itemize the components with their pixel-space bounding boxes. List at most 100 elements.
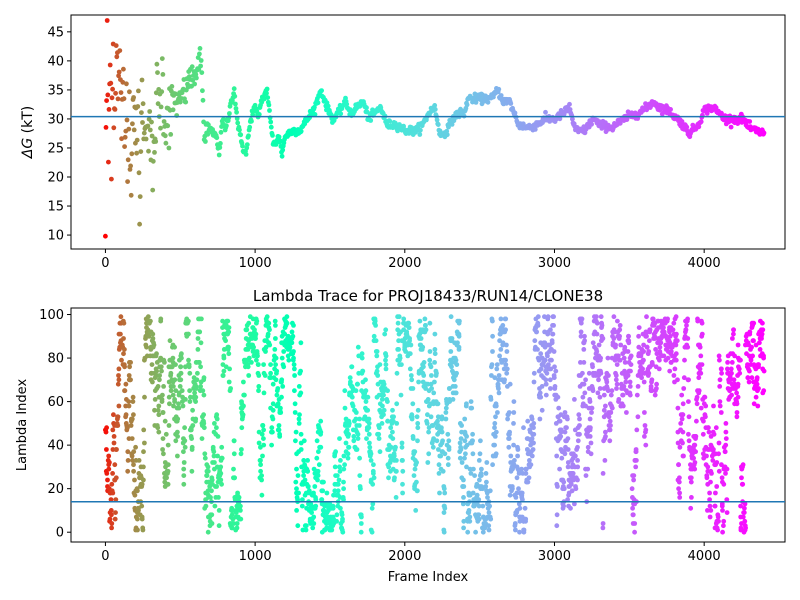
lambda-point bbox=[569, 488, 575, 494]
lambda-point bbox=[696, 375, 702, 381]
dg-point bbox=[197, 46, 203, 51]
y-tick-label: 30 bbox=[47, 112, 64, 127]
lambda-point bbox=[390, 429, 395, 435]
lambda-point bbox=[621, 355, 627, 361]
lambda-point bbox=[680, 440, 685, 446]
lambda-point bbox=[490, 462, 495, 468]
lambda-point bbox=[280, 384, 286, 389]
lambda-point bbox=[741, 510, 747, 515]
lambda-point bbox=[707, 497, 712, 502]
lambda-point bbox=[253, 336, 258, 341]
lambda-point bbox=[115, 423, 121, 428]
lambda-point bbox=[258, 462, 263, 468]
lambda-point bbox=[449, 364, 454, 370]
x-tick-label: 3000 bbox=[538, 549, 571, 564]
lambda-point bbox=[600, 471, 606, 476]
lambda-point bbox=[399, 444, 405, 450]
lambda-point bbox=[355, 431, 361, 437]
lambda-point bbox=[565, 464, 571, 470]
lambda-point bbox=[332, 464, 338, 470]
lambda-point bbox=[414, 414, 420, 420]
lambda-point bbox=[144, 344, 149, 350]
lambda-point bbox=[244, 327, 250, 333]
lambda-point bbox=[395, 320, 401, 326]
lambda-point bbox=[716, 518, 721, 524]
lambda-point bbox=[729, 370, 734, 376]
lambda-point bbox=[173, 438, 179, 444]
dg-point bbox=[121, 66, 126, 72]
lambda-point bbox=[534, 329, 539, 335]
lambda-point bbox=[141, 427, 147, 433]
lambda-point bbox=[175, 434, 181, 439]
lambda-point bbox=[539, 407, 545, 413]
dg-point bbox=[125, 157, 131, 163]
dg-point bbox=[128, 163, 134, 169]
lambda-point bbox=[303, 527, 309, 533]
lambda-point bbox=[622, 360, 628, 365]
lambda-point bbox=[385, 418, 391, 424]
lambda-point bbox=[135, 488, 140, 494]
lambda-point bbox=[386, 475, 391, 481]
lambda-point bbox=[514, 490, 520, 496]
lambda-point bbox=[746, 379, 752, 385]
lambda-point bbox=[373, 338, 379, 344]
lambda-point bbox=[410, 434, 416, 439]
lambda-point bbox=[734, 410, 740, 415]
top-panel: 0 1000 2000 3000 4000 10 15 20 25 30 35 40 45 ΔG (k… bbox=[20, 14, 786, 271]
lambda-point bbox=[254, 318, 260, 324]
lambda-point bbox=[204, 473, 210, 478]
lambda-point bbox=[170, 355, 176, 361]
lambda-point bbox=[231, 451, 237, 457]
lambda-point bbox=[516, 486, 521, 492]
lambda-point bbox=[707, 514, 713, 520]
lambda-point bbox=[432, 331, 438, 337]
lambda-point bbox=[239, 416, 245, 422]
lambda-point bbox=[488, 516, 493, 522]
lambda-point bbox=[580, 370, 585, 376]
lambda-point bbox=[156, 412, 162, 418]
lambda-point bbox=[686, 399, 691, 404]
lambda-point bbox=[142, 394, 147, 400]
lambda-point bbox=[409, 416, 415, 422]
lambda-point bbox=[388, 425, 394, 431]
lambda-point bbox=[410, 401, 416, 407]
lambda-point bbox=[126, 403, 132, 409]
lambda-point bbox=[212, 421, 217, 426]
dg-point bbox=[589, 121, 594, 127]
lambda-point bbox=[707, 503, 713, 509]
lambda-point bbox=[413, 508, 419, 513]
lambda-point bbox=[126, 399, 132, 404]
lambda-point bbox=[375, 373, 381, 378]
lambda-point bbox=[611, 336, 617, 341]
lambda-point bbox=[179, 388, 185, 394]
lambda-point bbox=[720, 508, 725, 513]
lambda-point bbox=[538, 394, 544, 400]
lambda-point bbox=[365, 394, 371, 400]
lambda-point bbox=[246, 355, 252, 361]
lambda-point bbox=[590, 364, 595, 370]
lambda-point bbox=[391, 414, 396, 420]
lambda-point bbox=[216, 523, 222, 529]
lambda-point bbox=[129, 416, 135, 422]
dg-point bbox=[120, 79, 126, 85]
lambda-point bbox=[426, 429, 431, 435]
lambda-point bbox=[521, 425, 526, 431]
lambda-point bbox=[189, 436, 195, 441]
lambda-point bbox=[279, 355, 285, 361]
lambda-point bbox=[205, 464, 211, 470]
lambda-point bbox=[436, 462, 442, 468]
lambda-point bbox=[531, 379, 537, 385]
lambda-point bbox=[172, 344, 178, 350]
lambda-point bbox=[736, 366, 742, 372]
lambda-point bbox=[531, 431, 537, 437]
lambda-point bbox=[400, 458, 405, 463]
lambda-point bbox=[647, 338, 652, 344]
lambda-point bbox=[130, 458, 135, 463]
lambda-point bbox=[294, 508, 299, 513]
lambda-point bbox=[314, 438, 320, 444]
lambda-point bbox=[430, 444, 436, 450]
dg-point bbox=[194, 75, 199, 81]
lambda-point bbox=[649, 377, 655, 383]
lambda-point bbox=[201, 377, 207, 383]
lambda-point bbox=[555, 484, 560, 489]
